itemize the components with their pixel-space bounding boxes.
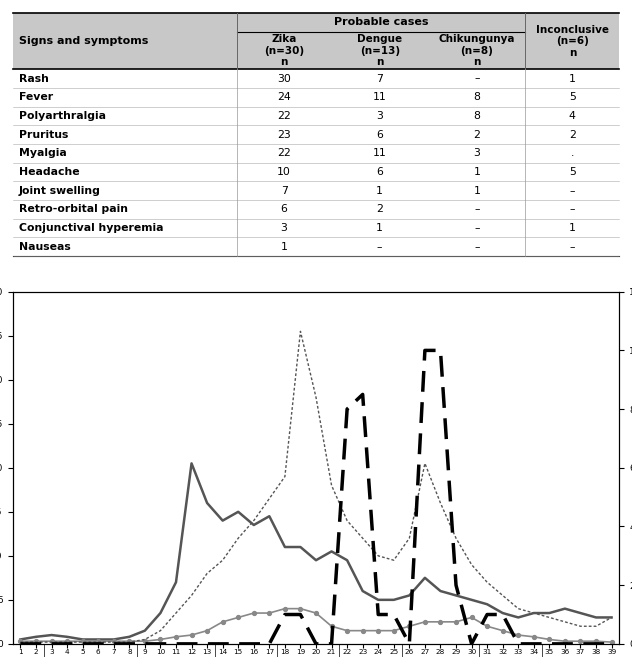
Bar — [13, 144, 237, 162]
Text: 11: 11 — [373, 92, 387, 102]
Bar — [525, 144, 619, 162]
Bar — [428, 144, 525, 162]
Bar — [237, 69, 331, 88]
Bar — [13, 237, 237, 256]
Bar — [237, 13, 331, 69]
Text: Dengue
(n=13)
n: Dengue (n=13) n — [357, 34, 403, 67]
Text: Myalgia: Myalgia — [19, 148, 66, 158]
Text: –: – — [569, 204, 575, 214]
Text: Probable cases: Probable cases — [334, 18, 428, 28]
Bar — [237, 219, 331, 237]
Bar — [237, 237, 331, 256]
Text: 22: 22 — [277, 148, 291, 158]
Bar — [13, 13, 237, 69]
Bar — [331, 237, 428, 256]
Text: –: – — [569, 242, 575, 252]
Text: Inconclusive
(n=6)
n: Inconclusive (n=6) n — [536, 24, 609, 58]
Text: .: . — [571, 148, 574, 158]
Text: 11: 11 — [373, 148, 387, 158]
Bar — [237, 106, 331, 125]
Bar — [428, 88, 525, 106]
Text: 6: 6 — [376, 167, 383, 177]
Text: Polyarthralgia: Polyarthralgia — [19, 111, 106, 121]
Bar — [428, 181, 525, 200]
Bar — [237, 181, 331, 200]
Bar — [331, 144, 428, 162]
Bar — [331, 162, 428, 181]
Bar — [13, 200, 237, 219]
Bar — [331, 106, 428, 125]
Bar — [331, 219, 428, 237]
Bar — [525, 162, 619, 181]
Bar — [525, 237, 619, 256]
Text: 1: 1 — [376, 186, 383, 196]
Text: Conjunctival hyperemia: Conjunctival hyperemia — [19, 223, 163, 233]
Text: Fever: Fever — [19, 92, 53, 102]
Bar — [331, 181, 428, 200]
Text: Zika
(n=30)
n: Zika (n=30) n — [264, 34, 304, 67]
Bar — [428, 125, 525, 144]
Text: 24: 24 — [277, 92, 291, 102]
Bar — [525, 88, 619, 106]
Bar — [525, 106, 619, 125]
Text: 1: 1 — [473, 167, 480, 177]
Bar — [237, 144, 331, 162]
Bar — [428, 13, 525, 69]
Text: Headache: Headache — [19, 167, 80, 177]
Text: 1: 1 — [376, 223, 383, 233]
Bar — [525, 13, 619, 69]
Text: 3: 3 — [281, 223, 288, 233]
Text: –: – — [569, 186, 575, 196]
Bar — [237, 88, 331, 106]
Text: 3: 3 — [376, 111, 383, 121]
Bar — [331, 88, 428, 106]
Text: 2: 2 — [376, 204, 383, 214]
Bar — [331, 200, 428, 219]
Text: 30: 30 — [277, 74, 291, 83]
Text: –: – — [474, 223, 480, 233]
Text: –: – — [474, 74, 480, 83]
Text: 2: 2 — [569, 129, 576, 139]
Text: 5: 5 — [569, 167, 576, 177]
Bar — [428, 219, 525, 237]
Text: Pruritus: Pruritus — [19, 129, 68, 139]
Bar — [525, 200, 619, 219]
Text: 22: 22 — [277, 111, 291, 121]
Text: 1: 1 — [281, 242, 288, 252]
Bar — [428, 69, 525, 88]
Text: Nauseas: Nauseas — [19, 242, 70, 252]
Text: –: – — [474, 204, 480, 214]
Text: Joint swelling: Joint swelling — [19, 186, 100, 196]
Bar — [13, 162, 237, 181]
Bar — [13, 88, 237, 106]
Text: 3: 3 — [473, 148, 480, 158]
Text: 7: 7 — [281, 186, 288, 196]
Bar — [428, 162, 525, 181]
Bar — [525, 181, 619, 200]
Bar — [331, 69, 428, 88]
Text: 10: 10 — [277, 167, 291, 177]
Text: 7: 7 — [376, 74, 383, 83]
Text: Rash: Rash — [19, 74, 49, 83]
Bar — [428, 106, 525, 125]
Bar — [428, 200, 525, 219]
Text: 6: 6 — [281, 204, 288, 214]
Bar — [525, 219, 619, 237]
Text: 1: 1 — [473, 186, 480, 196]
Text: 1: 1 — [569, 223, 576, 233]
Bar — [331, 125, 428, 144]
Text: 2: 2 — [473, 129, 480, 139]
Text: –: – — [377, 242, 382, 252]
Bar — [525, 125, 619, 144]
Text: 8: 8 — [473, 92, 480, 102]
Bar — [237, 125, 331, 144]
Text: 4: 4 — [569, 111, 576, 121]
Text: –: – — [474, 242, 480, 252]
Bar — [13, 125, 237, 144]
Bar — [13, 69, 237, 88]
Text: Chikungunya
(n=8)
n: Chikungunya (n=8) n — [439, 34, 515, 67]
Text: 1: 1 — [569, 74, 576, 83]
Bar — [525, 69, 619, 88]
Bar — [237, 162, 331, 181]
Bar — [237, 200, 331, 219]
